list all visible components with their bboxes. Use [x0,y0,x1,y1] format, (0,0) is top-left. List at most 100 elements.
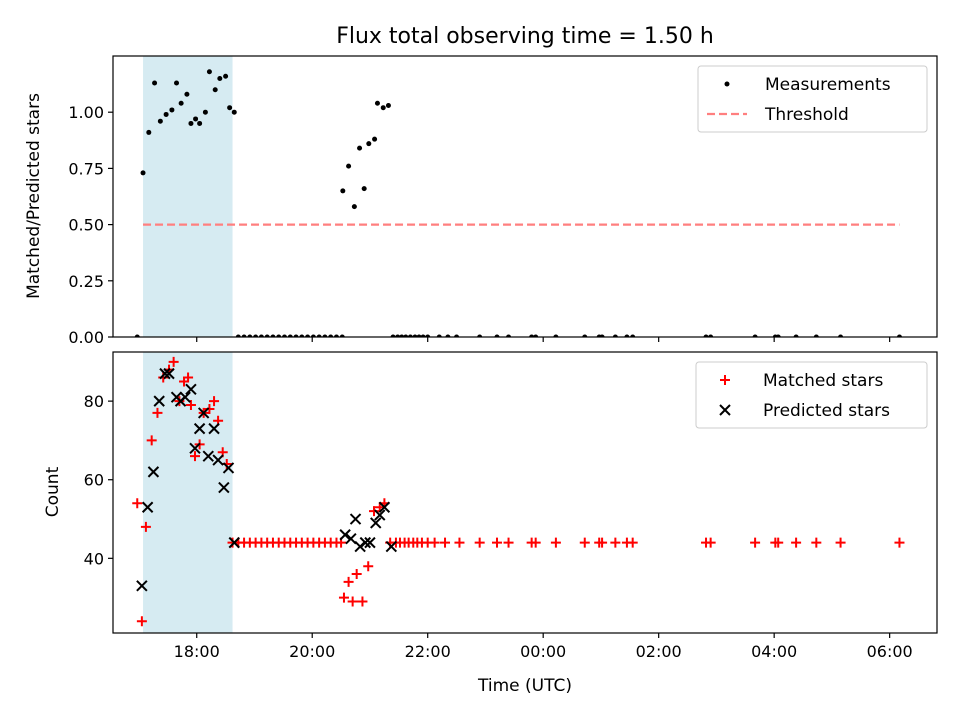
top-y-tick-label: 0.75 [68,159,104,178]
predicted-star-marker [349,513,362,525]
measurement-point [838,334,844,337]
measurement-point [599,334,605,337]
bottom-axes-frame [112,351,938,634]
matched-star-marker [530,537,541,548]
measurement-point [380,105,386,111]
measurement-point [193,116,199,122]
matched-star-marker [811,537,822,548]
predicted-star-marker [185,383,197,396]
matched-star-marker [597,537,608,548]
measurement-point [253,334,259,337]
matched-star-marker [491,537,502,548]
measurement-point [407,334,413,337]
measurement-point [339,334,345,337]
top-axes-frame [112,55,938,338]
measurement-point [385,102,391,108]
measurement-point [188,120,194,126]
measurement-point [316,334,322,337]
measurement-point [202,109,208,115]
measurement-point [197,120,203,126]
legend-matched-marker [720,375,730,385]
top-y-tick-label: 1.00 [68,103,104,122]
measurement-point [322,334,328,337]
predicted-star-marker [153,395,165,407]
measurement-point [416,334,422,337]
measurement-point [529,334,535,337]
x-tick-label: 04:00 [751,642,797,661]
bottom-y-axis-label: Count [43,466,63,517]
measurement-point [184,91,190,97]
matched-star-marker [351,569,362,580]
matched-star-marker [705,537,716,548]
matched-star-marker [347,596,358,607]
measurement-point [328,334,334,337]
predicted-star-marker [163,367,175,380]
measurement-point [445,334,451,337]
top-y-tick-label: 0.25 [68,272,104,291]
measurement-point [403,334,409,337]
measurement-point [281,334,287,337]
predicted-star-marker [222,462,235,474]
predicted-star-marker [374,509,386,521]
predicted-star-marker [197,407,210,419]
predicted-star-marker [159,367,171,380]
matched-star-marker [183,372,194,383]
matched-star-marker [132,498,143,509]
measurement-point [395,334,401,337]
measurement-point [612,334,618,337]
x-tick-label: 18:00 [174,642,220,661]
measurement-point [533,334,539,337]
measurement-point [241,334,247,337]
measurement-point [140,170,146,176]
measurement-point [454,334,460,337]
predicted-star-marker [208,422,220,435]
legend-predicted-marker [719,404,731,416]
measurement-point [374,100,380,106]
measurement-point [582,334,588,337]
top-legend [697,65,928,133]
measurement-point [357,145,363,151]
measurement-point [235,334,241,337]
predicted-star-marker [179,391,191,403]
predicted-star-marker [339,529,351,541]
measurement-point [372,136,378,142]
bottom-panel: 40 60 80 18:00 20:00 22:00 00:00 02:00 04:00 06:0… [84,351,938,661]
measurement-point [223,73,229,79]
matched-star-marker [474,537,485,548]
measurement-point [169,107,175,113]
measurement-point [178,100,184,106]
matched-star-marker [343,576,354,587]
matched-star-marker [429,537,440,548]
measurement-point [366,141,372,147]
measurement-point [247,334,253,337]
measurement-point [305,334,311,337]
measurement-point [293,334,299,337]
measurement-point [276,334,282,337]
predicted-star-marker [202,450,214,462]
measurement-point [494,334,500,337]
matched-star-marker [791,537,802,548]
measurement-point [299,334,305,337]
predicted-star-marker [228,536,240,549]
measurement-point [553,334,559,337]
matched-star-marker [189,451,200,462]
measurement-point [624,334,630,337]
measurement-point [152,80,158,86]
measurement-point [163,111,169,117]
measurement-point [813,334,819,337]
measurement-point [258,334,264,337]
bottom-data [132,356,905,627]
measurement-point [436,334,442,337]
predicted-star-marker [193,422,206,435]
measurement-point [775,334,781,337]
measurement-point [703,334,709,337]
matched-star-marker [209,396,220,407]
measurement-point [793,334,799,337]
measurement-point [425,334,431,337]
matched-star-marker [610,537,621,548]
predicted-star-marker [147,466,160,478]
measurement-point [134,334,140,337]
top-shaded-span [143,56,233,337]
matched-star-marker [357,596,368,607]
matched-star-marker [440,537,451,548]
